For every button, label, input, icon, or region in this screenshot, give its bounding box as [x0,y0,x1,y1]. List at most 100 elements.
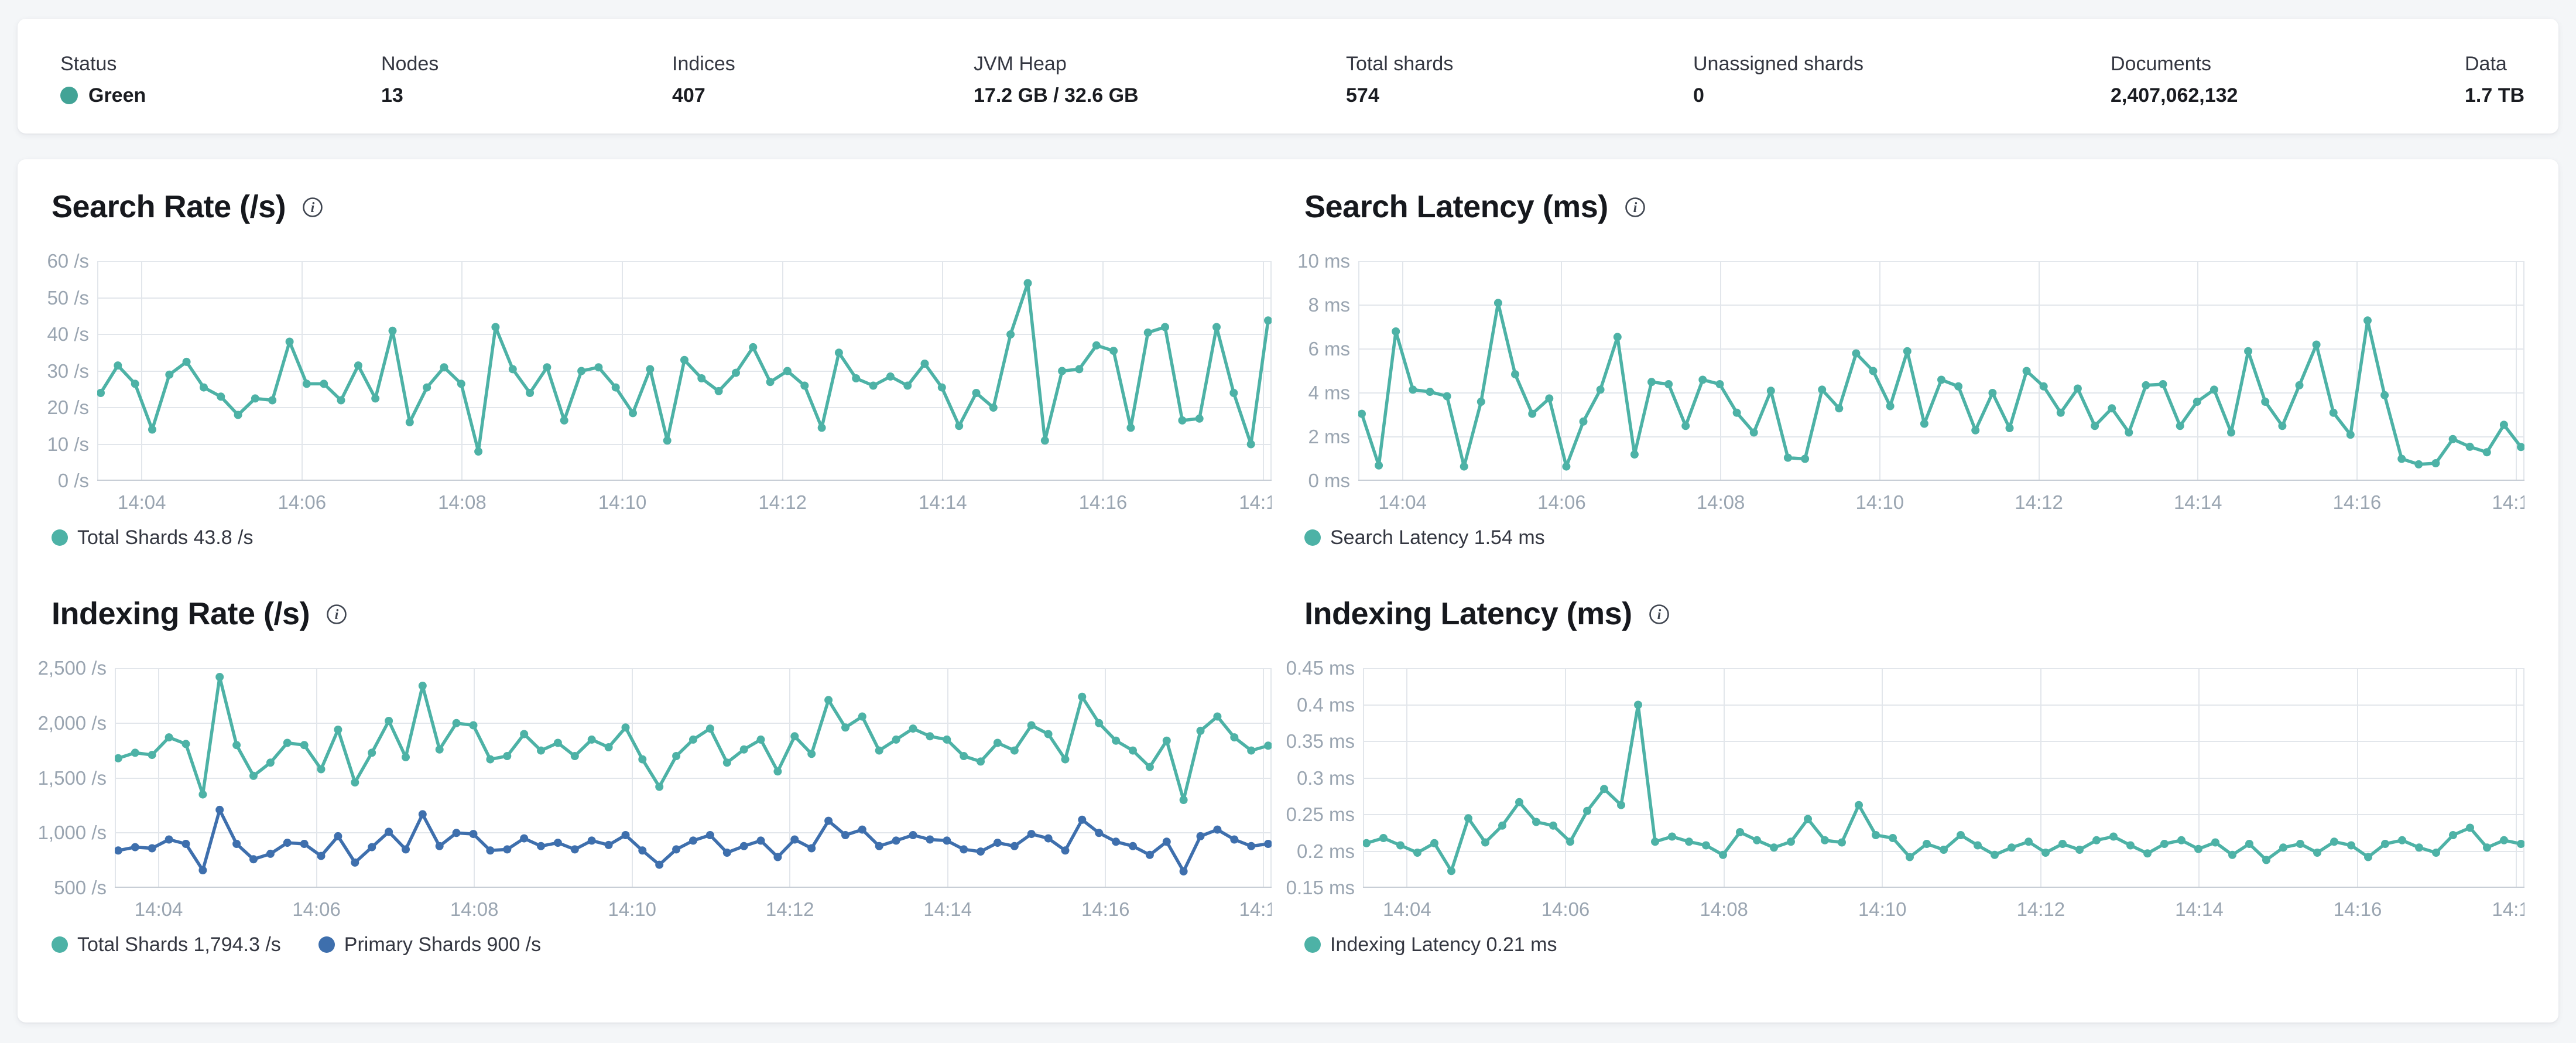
horizontal-gridlines [115,668,1272,888]
stat-item-unassigned-shards: Unassigned shards 0 [1693,52,1864,108]
chart-area: 60 /s 50 /s 40 /s 30 /s 20 /s 10 /s 0 /s 14:04… [47,250,1272,516]
y-axis-tick-label: 2,000 /s [37,712,107,734]
stat-item-documents: Documents 2,407,062,132 [2111,52,2238,108]
stat-value: 574 [1346,84,1379,107]
y-axis-tick-label: 0.3 ms [1296,767,1355,789]
stat-label: Nodes [381,53,439,75]
charts-grid: Search Rate (/s) i 60 /s 50 /s 40 /s 30 /s 2… [38,187,2524,957]
stat-value: Green [60,83,146,108]
line-chart-svg[interactable]: 14:04 14:06 14:08 14:10 14:12 14:14 14:16 14:18 [97,261,1272,516]
svg-text:14:16: 14:16 [1081,898,1130,920]
y-axis-tick-label: 10 ms [1297,250,1350,272]
info-icon[interactable]: i [1647,602,1671,625]
stat-label: Total shards [1346,53,1454,75]
svg-text:14:12: 14:12 [2015,491,2063,513]
stat-label: Documents [2111,53,2211,75]
svg-text:14:04: 14:04 [135,898,183,920]
legend-item[interactable]: Total Shards 1,794.3 /s [52,933,281,956]
line-chart-plot[interactable]: 14:04 14:06 14:08 14:10 14:12 14:14 14:16 14:18 [97,261,1272,516]
chart-panel-search-latency: Search Latency (ms) i 10 ms 8 ms 6 ms 4 ms 2… [1297,187,2524,550]
stat-value: 2,407,062,132 [2111,84,2238,107]
legend-item[interactable]: Indexing Latency 0.21 ms [1304,933,1557,956]
y-axis-tick-label: 60 /s [47,250,89,272]
line-chart-plot[interactable]: 14:04 14:06 14:08 14:10 14:12 14:14 14:16 14:18 [115,668,1272,923]
chart-title: Indexing Latency (ms) [1304,596,1632,631]
chart-legend: Total Shards 43.8 /s [52,525,1272,550]
y-axis-tick-label: 6 ms [1308,338,1350,360]
svg-text:14:18: 14:18 [1239,491,1272,513]
legend-label: Search Latency 1.54 ms [1330,526,1545,549]
line-chart-svg[interactable]: 14:04 14:06 14:08 14:10 14:12 14:14 14:16 14:18 [1363,668,2524,923]
svg-text:14:12: 14:12 [758,491,807,513]
stat-value: 407 [672,84,705,107]
stat-value: 0 [1693,84,1704,107]
x-axis-tick-labels: 14:04 14:06 14:08 14:10 14:12 14:14 14:16 14:18 [1378,491,2524,513]
line-chart-svg[interactable]: 14:04 14:06 14:08 14:10 14:12 14:14 14:16 14:18 [115,668,1272,923]
vertical-gridlines [1358,261,2524,481]
y-axis-tick-label: 0 /s [57,470,89,491]
chart-area: 2,500 /s 2,000 /s 1,500 /s 1,000 /s 500 /s 1… [38,657,1272,923]
y-axis-tick-label: 20 /s [47,396,89,418]
legend-label: Total Shards 43.8 /s [77,526,254,549]
chart-title-row: Search Latency (ms) i [1304,187,2524,226]
line-chart-plot[interactable]: 14:04 14:06 14:08 14:10 14:12 14:14 14:16 14:18 [1358,261,2524,516]
y-axis-tick-label: 4 ms [1308,382,1350,403]
info-icon[interactable]: i [1623,195,1647,218]
y-axis: 10 ms 8 ms 6 ms 4 ms 2 ms 0 ms [1297,250,1358,491]
svg-text:14:14: 14:14 [2175,898,2224,920]
line-chart-plot[interactable]: 14:04 14:06 14:08 14:10 14:12 14:14 14:16 14:18 [1363,668,2524,923]
chart-panel-search-rate: Search Rate (/s) i 60 /s 50 /s 40 /s 30 /s 2… [47,187,1272,550]
svg-text:14:12: 14:12 [766,898,814,920]
svg-text:i: i [1657,607,1661,623]
cluster-status-bar: Status Green Nodes 13 Indices 407 JVM He… [18,19,2558,134]
svg-text:14:14: 14:14 [923,898,972,920]
svg-text:14:14: 14:14 [2174,491,2222,513]
info-icon[interactable]: i [301,195,324,218]
legend-label: Total Shards 1,794.3 /s [77,933,281,956]
stat-value: 17.2 GB / 32.6 GB [974,84,1139,107]
stat-label: Indices [672,53,735,75]
stat-label: Unassigned shards [1693,53,1864,75]
legend-dot [1304,936,1321,953]
stat-item-total-shards: Total shards 574 [1346,52,1453,108]
y-axis-tick-label: 0.15 ms [1286,877,1355,898]
y-axis-tick-label: 1,000 /s [37,822,107,844]
svg-text:14:08: 14:08 [1697,491,1745,513]
y-axis-tick-label: 50 /s [47,286,89,309]
chart-title: Indexing Rate (/s) [52,596,310,631]
legend-dot [52,529,68,546]
chart-title-row: Indexing Latency (ms) i [1304,594,2524,633]
svg-text:14:04: 14:04 [1383,898,1431,920]
svg-text:14:06: 14:06 [1537,491,1586,513]
chart-legend: Search Latency 1.54 ms [1304,525,2524,550]
legend-dot [318,936,335,953]
legend-label: Indexing Latency 0.21 ms [1330,933,1557,956]
y-axis-tick-label: 30 /s [47,360,89,382]
svg-text:14:16: 14:16 [2333,491,2382,513]
chart-legend: Total Shards 1,794.3 /s Primary Shards 9… [52,932,1272,957]
legend-item[interactable]: Search Latency 1.54 ms [1304,526,1545,549]
legend-item[interactable]: Primary Shards 900 /s [318,933,541,956]
line-chart-svg[interactable]: 14:04 14:06 14:08 14:10 14:12 14:14 14:16 14:18 [1358,261,2524,516]
y-axis: 60 /s 50 /s 40 /s 30 /s 20 /s 10 /s 0 /s [47,250,97,491]
y-axis: 2,500 /s 2,000 /s 1,500 /s 1,000 /s 500 /s [38,657,115,898]
stat-item-status: Status Green [60,52,146,108]
legend-item[interactable]: Total Shards 43.8 /s [52,526,254,549]
y-axis-tick-label: 0.35 ms [1286,730,1355,752]
y-axis-tick-label: 10 /s [47,433,89,455]
metrics-panel: Search Rate (/s) i 60 /s 50 /s 40 /s 30 /s 2… [18,159,2558,1023]
svg-text:14:04: 14:04 [118,491,166,513]
series-total-shards [115,673,1272,804]
stat-label: JVM Heap [974,53,1067,75]
stat-value: 13 [381,84,403,107]
chart-area: 0.45 ms 0.4 ms 0.35 ms 0.3 ms 0.25 ms 0.2 ms 0… [1286,657,2524,923]
chart-legend: Indexing Latency 0.21 ms [1304,932,2524,957]
horizontal-gridlines [97,261,1272,481]
svg-text:14:14: 14:14 [919,491,967,513]
stat-value: 1.7 TB [2465,84,2525,107]
chart-title: Search Latency (ms) [1304,189,1608,224]
svg-text:14:10: 14:10 [1858,898,1907,920]
svg-text:i: i [335,607,339,623]
info-icon[interactable]: i [325,602,348,625]
